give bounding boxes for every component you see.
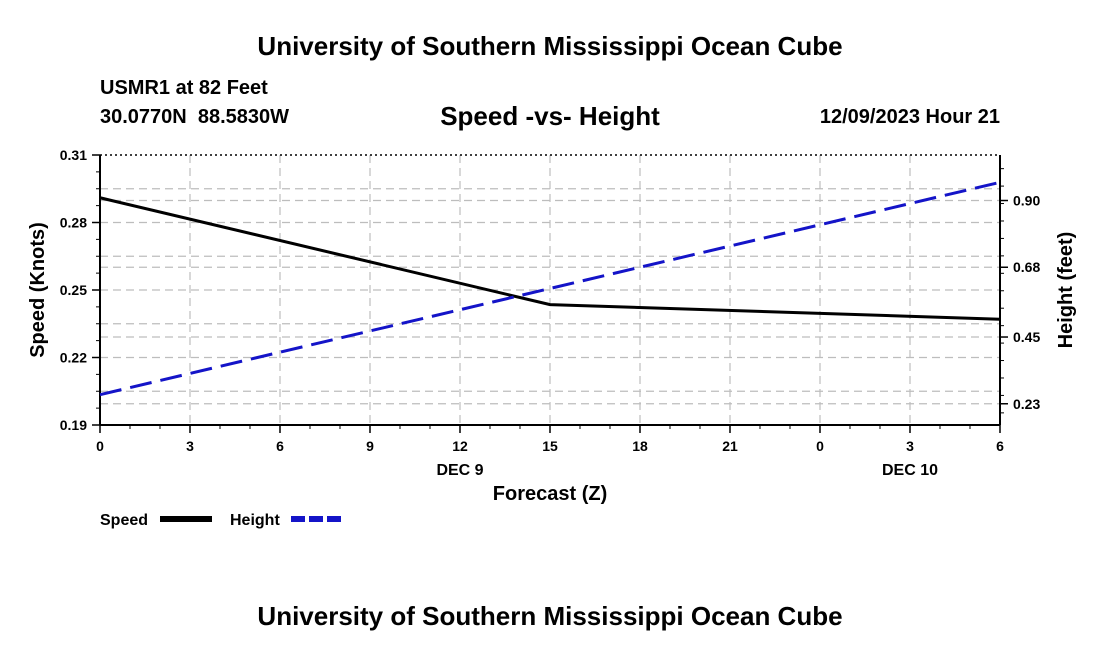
datetime-label: 12/09/2023 Hour 21: [819, 106, 1000, 128]
station-label: USMR1 at 82 Feet: [100, 77, 268, 99]
x-tick-label: 3: [906, 438, 914, 454]
x-tick-label: 3: [186, 438, 194, 454]
x-tick-label: 0: [96, 438, 104, 454]
x-axis-label: Forecast (Z): [493, 483, 607, 505]
y2-tick-label: 0.23: [1013, 396, 1040, 412]
x-tick-label: 0: [816, 438, 824, 454]
legend-label: Height: [230, 512, 280, 529]
y2-tick-label: 0.90: [1013, 193, 1040, 209]
y-tick-label: 0.19: [60, 417, 87, 433]
y-axis-label: Speed (Knots): [27, 222, 49, 358]
x-tick-label: 9: [366, 438, 374, 454]
coordinates-label: 30.0770N 88.5830W: [100, 106, 290, 128]
x-tick-label: 15: [542, 438, 558, 454]
x-day-label: DEC 9: [436, 462, 483, 479]
speed-series-line: [99, 196, 1001, 321]
y-tick-label: 0.22: [60, 350, 87, 366]
chart-title: Speed -vs- Height: [440, 101, 660, 131]
page-title: University of Southern Mississippi Ocean…: [257, 31, 843, 61]
x-day-label: DEC 10: [882, 462, 938, 479]
y2-axis-label: Height (feet): [1055, 232, 1077, 349]
x-tick-label: 6: [996, 438, 1004, 454]
footer-title: University of Southern Mississippi Ocean…: [257, 601, 843, 631]
y-tick-label: 0.28: [60, 215, 87, 231]
x-tick-label: 6: [276, 438, 284, 454]
legend-label: Speed: [100, 512, 148, 529]
y-tick-label: 0.25: [60, 282, 87, 298]
y-tick-label: 0.31: [60, 147, 87, 163]
x-tick-label: 18: [632, 438, 648, 454]
x-tick-label: 12: [452, 438, 468, 454]
x-tick-label: 21: [722, 438, 738, 454]
y2-tick-label: 0.45: [1013, 329, 1040, 345]
y2-tick-label: 0.68: [1013, 259, 1040, 275]
